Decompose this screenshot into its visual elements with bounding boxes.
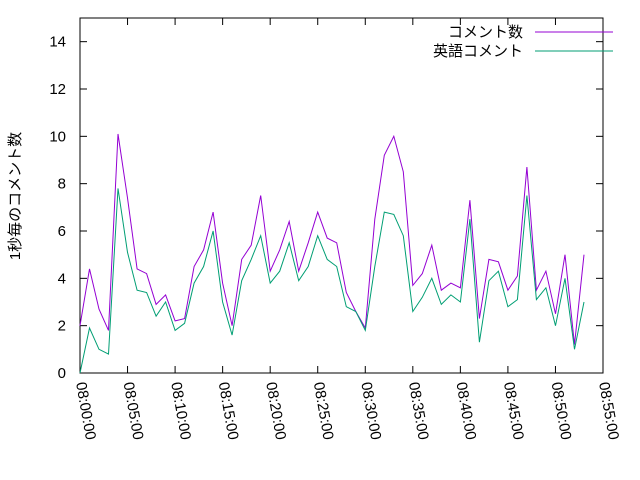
- y-tick-label: 10: [49, 128, 66, 145]
- y-tick-label: 12: [49, 81, 66, 98]
- series-line: [79, 133, 585, 345]
- y-tick-label: 4: [58, 270, 66, 287]
- y-tick-label: 6: [58, 223, 66, 240]
- y-tick-label: 8: [58, 176, 66, 193]
- y-axis-label: 1秒毎のコメント数: [7, 132, 24, 260]
- y-tick-label: 2: [58, 318, 66, 335]
- legend-label: コメント数: [448, 24, 523, 41]
- y-tick-label: 0: [58, 365, 66, 382]
- y-tick-label: 14: [49, 34, 66, 51]
- plot-frame: [79, 17, 604, 374]
- legend-label: 英語コメント: [433, 42, 523, 60]
- series-line: [79, 188, 585, 374]
